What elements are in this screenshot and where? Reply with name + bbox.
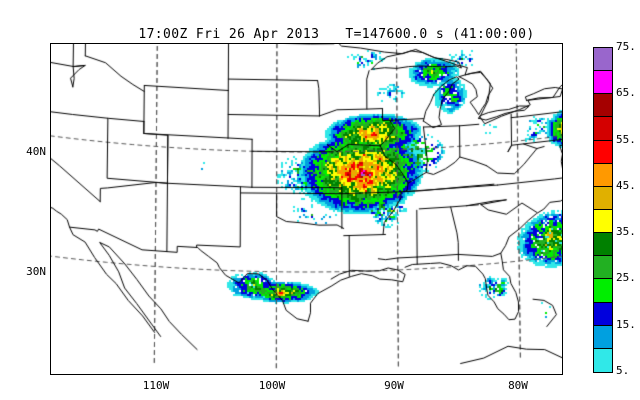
colorbar-tick-75: 75.	[616, 40, 636, 53]
colorbar-band-35	[594, 209, 612, 234]
colorbar-band-20	[594, 279, 612, 303]
plot-title: 17:00Z Fri 26 Apr 2013 T=147600.0 s (41:0…	[0, 12, 640, 57]
colorbar-tick-65: 65.	[616, 86, 636, 100]
colorbar-tick-5: 5.	[616, 364, 630, 377]
colorbar-band-45	[594, 163, 612, 187]
plot-title-forecast-time: T=147600.0 s (41:00:00)	[345, 27, 535, 42]
colorbar-tick-55: 55.	[616, 132, 636, 146]
colorbar-band-70	[594, 48, 612, 72]
colorbar-tick-15: 15.	[616, 317, 636, 331]
lon-tick-label-80W: 80W	[508, 379, 528, 392]
colorbar-band-55	[594, 117, 612, 141]
colorbar-band-25	[594, 256, 612, 280]
reflectivity-colorbar[interactable]	[593, 47, 613, 373]
colorbar-band-5	[594, 348, 612, 372]
lat-tick-label-40N: 40N	[26, 145, 46, 158]
lon-tick-label-90W: 90W	[384, 379, 404, 392]
radar-reflectivity-layer	[51, 44, 562, 374]
colorbar-band-60	[594, 94, 612, 118]
colorbar-band-50	[594, 140, 612, 164]
colorbar-band-10	[594, 325, 612, 349]
colorbar-band-15	[594, 302, 612, 326]
colorbar-tick-35: 35.	[616, 225, 636, 239]
colorbar-band-30	[594, 233, 612, 257]
lon-tick-label-100W: 100W	[258, 379, 286, 392]
plot-title-valid-time: 17:00Z Fri 26 Apr 2013	[138, 27, 320, 42]
lon-tick-label-110W: 110W	[142, 379, 170, 392]
colorbar-band-40	[594, 186, 612, 210]
colorbar-tick-45: 45.	[616, 178, 636, 192]
map-panel[interactable]	[50, 43, 563, 375]
colorbar-band-65	[594, 71, 612, 95]
colorbar-tick-25: 25.	[616, 271, 636, 285]
lat-tick-label-30N: 30N	[26, 265, 46, 278]
